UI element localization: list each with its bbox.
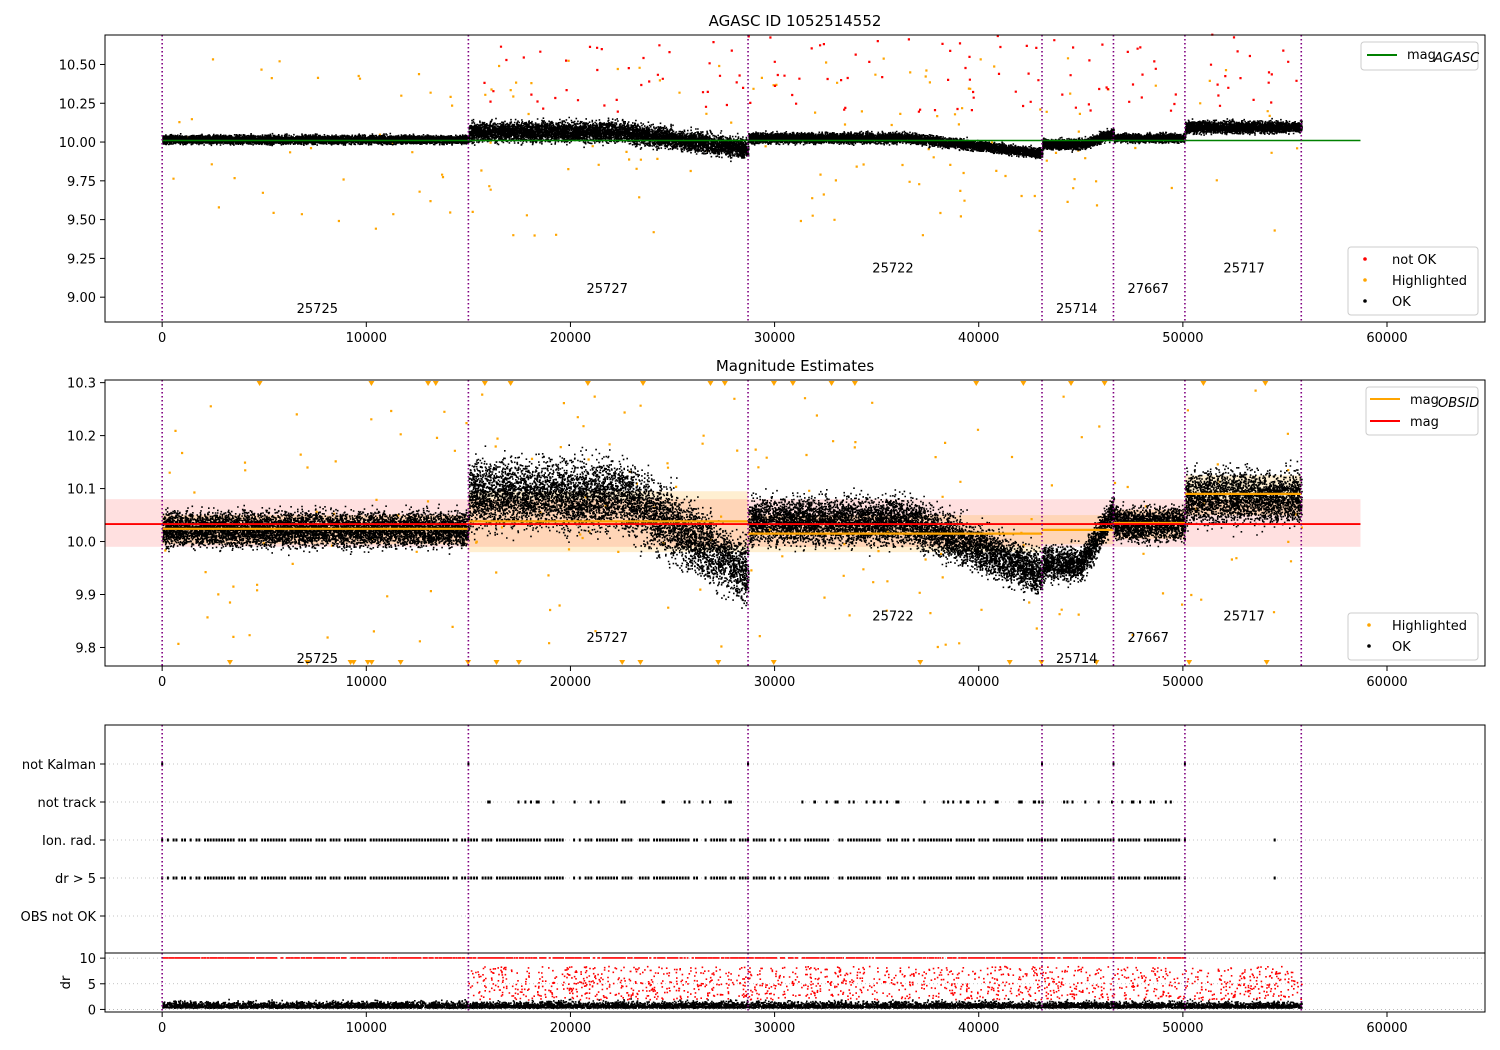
- y-tick-label: 9.9: [75, 589, 96, 604]
- y-tick-label: 5: [88, 978, 96, 993]
- dr-not-ok-points: [162, 957, 1303, 1001]
- x-tick-label: 60000: [1366, 1021, 1407, 1036]
- legend-label: Highlighted: [1392, 274, 1467, 289]
- obsid-label: 25722: [872, 262, 913, 277]
- x-tick-label: 20000: [550, 1021, 591, 1036]
- x-tick-label: 0: [158, 675, 166, 690]
- magnitude-estimates-panel: Magnitude Estimates 25725 25727 25722 25714 2…: [67, 357, 1486, 690]
- y-tick-label: 9.8: [75, 641, 96, 656]
- obsid-label: 25722: [872, 610, 913, 625]
- chart-title: AGASC ID 1052514552: [709, 12, 882, 30]
- x-tick-label: 30000: [754, 675, 795, 690]
- x-tick-label: 50000: [1162, 1021, 1203, 1036]
- legend-label: Highlighted: [1392, 619, 1467, 634]
- obsid-label: 25725: [297, 652, 338, 667]
- flag-row-label: dr > 5: [55, 872, 96, 887]
- flag-row-label: OBS not OK: [21, 910, 97, 925]
- x-tick-label: 30000: [754, 331, 795, 346]
- legend-marker: [1367, 644, 1371, 648]
- legend-label-mag-agasc: mag: [1407, 48, 1436, 63]
- dr-axis-label: dr: [59, 975, 74, 989]
- x-tick-label: 0: [158, 331, 166, 346]
- legend-box: [1360, 41, 1479, 71]
- flag-row-label: Ion. rad.: [42, 834, 96, 849]
- y-tick-label: 10.50: [59, 58, 96, 73]
- obsid-label: 25727: [587, 631, 628, 646]
- y-tick-label: 9.25: [67, 252, 96, 267]
- y-tick-label: 0: [88, 1003, 96, 1018]
- obsid-label: 25717: [1223, 262, 1264, 277]
- legend-sub: OBSID: [1438, 396, 1479, 411]
- y-tick-label: 9.50: [67, 214, 96, 229]
- obsid-label: 25714: [1056, 652, 1097, 667]
- x-tick-label: 10000: [346, 1021, 387, 1036]
- legend-sub-mag-agasc: AGASC: [1433, 51, 1480, 66]
- chart-title: Magnitude Estimates: [716, 357, 874, 375]
- not-track-markers: [487, 800, 1172, 804]
- y-tick-label: 10.1: [67, 483, 96, 498]
- axes-frame: [104, 379, 1486, 667]
- legend-marker: [1363, 299, 1367, 303]
- y-tick-label: 10.00: [59, 136, 96, 151]
- light-curve-panel: AGASC ID 1052514552 25725 25727 25722 25714 2…: [59, 12, 1486, 346]
- y-tick-label: 10.25: [59, 97, 96, 112]
- dr-panel: 0 10000 20000 30000 40000 50000 60000 0 5 10 dr: [59, 952, 1486, 1036]
- y-tick-label: 10.2: [67, 430, 96, 445]
- axes-frame: [104, 952, 1486, 1013]
- legend-label: not OK: [1392, 253, 1437, 268]
- legend-label: mag: [1410, 415, 1439, 430]
- legend-label: mag: [1410, 393, 1439, 408]
- dr-ok-points: [162, 998, 1303, 1009]
- flag-row-label: not track: [37, 796, 96, 811]
- x-tick-label: 50000: [1162, 675, 1203, 690]
- x-tick-label: 20000: [550, 331, 591, 346]
- not-ok-points: [483, 33, 1298, 113]
- y-tick-label: 10.0: [67, 536, 96, 551]
- y-tick-label: 9.00: [67, 291, 96, 306]
- obsid-label: 27667: [1127, 631, 1168, 646]
- obsid-label: 25725: [297, 302, 338, 317]
- dr-gt-5-markers: [161, 876, 1276, 880]
- y-tick-label: 9.75: [67, 175, 96, 190]
- axes-frame: [104, 724, 1486, 954]
- x-tick-label: 10000: [346, 675, 387, 690]
- x-tick-label: 20000: [550, 675, 591, 690]
- x-tick-label: 40000: [958, 675, 999, 690]
- legend-box: [1347, 612, 1479, 661]
- legend-label: OK: [1392, 640, 1411, 655]
- legend-marker: [1363, 278, 1367, 282]
- legend-marker: [1363, 257, 1367, 261]
- y-tick-label: 10.3: [67, 377, 96, 392]
- ok-points: [162, 116, 1303, 163]
- ok-points: [162, 444, 1303, 609]
- obsid-label: 25714: [1056, 302, 1097, 317]
- obsid-label: 25727: [587, 282, 628, 297]
- x-tick-label: 60000: [1366, 331, 1407, 346]
- x-tick-label: 40000: [958, 331, 999, 346]
- x-tick-label: 40000: [958, 1021, 999, 1036]
- legend-marker: [1367, 623, 1371, 627]
- x-tick-label: 0: [158, 1021, 166, 1036]
- x-tick-label: 30000: [754, 1021, 795, 1036]
- x-tick-label: 10000: [346, 331, 387, 346]
- obsid-label: 25717: [1223, 610, 1264, 625]
- x-tick-label: 50000: [1162, 331, 1203, 346]
- obsid-label: 27667: [1127, 282, 1168, 297]
- y-tick-label: 10: [79, 952, 96, 967]
- flag-row-label: not Kalman: [22, 758, 96, 773]
- axes-frame: [104, 34, 1486, 323]
- x-tick-label: 60000: [1366, 675, 1407, 690]
- legend-box: [1347, 246, 1479, 316]
- legend-label: OK: [1392, 295, 1411, 310]
- flags-panel: not Kalman not track Ion. rad. dr > 5 OBS no…: [21, 724, 1486, 954]
- ion-rad-markers: [161, 838, 1276, 842]
